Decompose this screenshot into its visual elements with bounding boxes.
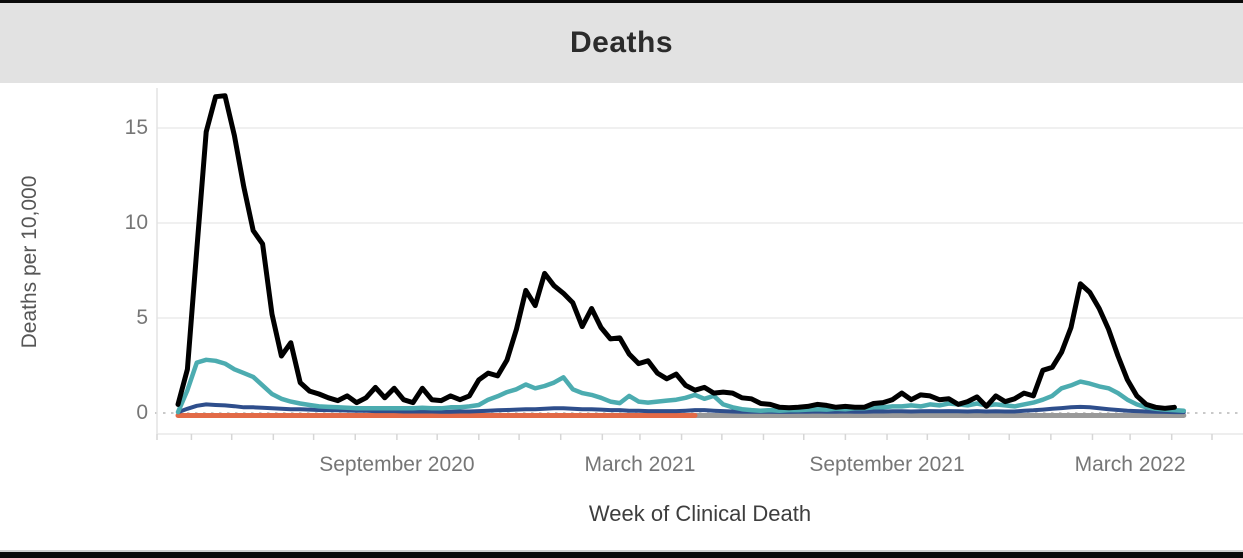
- x-tick-label: March 2022: [1074, 453, 1186, 476]
- y-tick-label: 0: [136, 401, 148, 424]
- x-axis-title: Week of Clinical Death: [588, 501, 812, 526]
- x-tick-label: September 2021: [809, 453, 965, 476]
- chart-header: Deaths: [0, 3, 1243, 83]
- bottom-border: [0, 552, 1243, 558]
- chart-title: Deaths: [569, 26, 674, 59]
- series-teal-line: [175, 357, 1187, 415]
- y-tick-label: 10: [124, 211, 148, 234]
- y-tick-label: 15: [124, 116, 148, 139]
- top-border: [0, 0, 1243, 3]
- series-black-line: [175, 93, 1177, 411]
- x-tick-label: March 2021: [584, 453, 696, 476]
- y-tick-label: 5: [136, 306, 148, 329]
- x-tick-label: September 2020: [319, 453, 475, 476]
- series-navy-line: [176, 402, 1186, 415]
- y-axis-title: Deaths per 10,000: [18, 175, 41, 349]
- bottom-divider: [0, 550, 1243, 552]
